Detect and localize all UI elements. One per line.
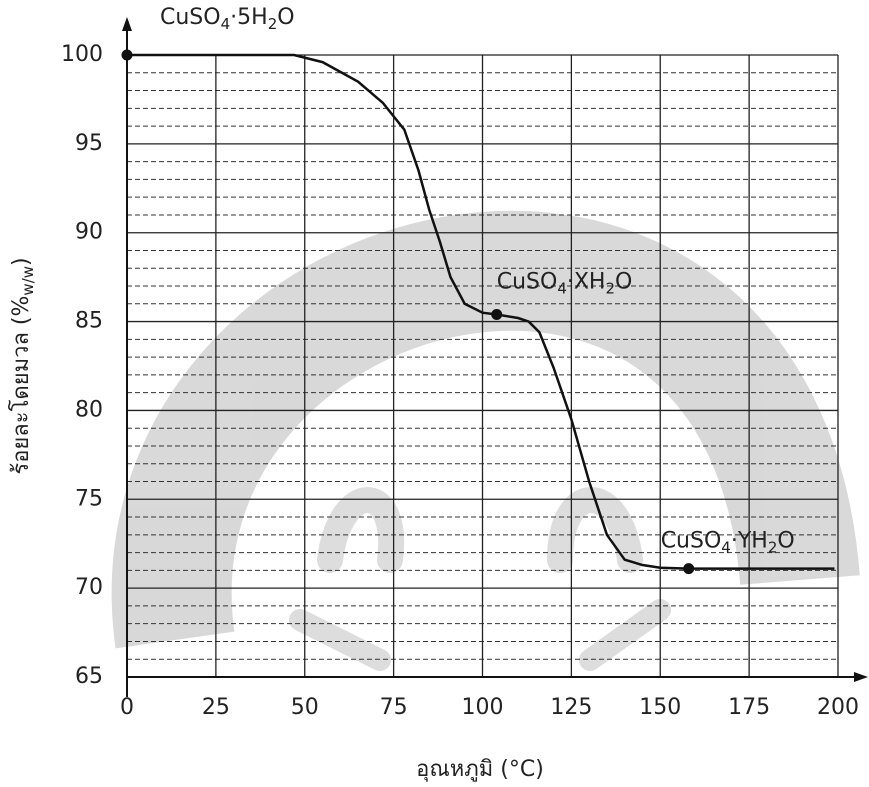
subscript: 2 — [268, 15, 278, 33]
x-tick-label: 75 — [380, 695, 408, 720]
point — [122, 50, 133, 61]
x-tick-label: 50 — [291, 695, 319, 720]
y-axis-arrow — [122, 17, 132, 31]
x-tick-label: 0 — [120, 695, 134, 720]
x-tick-label: 200 — [817, 695, 859, 720]
y-tick-label: 100 — [61, 42, 103, 67]
point — [683, 563, 694, 574]
annotation: CuSO4·5H2O — [160, 5, 295, 33]
x-tick-label: 175 — [728, 695, 770, 720]
y-tick-label: 80 — [75, 397, 103, 422]
text-part: O — [277, 5, 294, 30]
x-axis-label: อุณหภูมิ (°C) — [416, 757, 544, 782]
subscript: 2 — [605, 279, 615, 297]
y-tick-label: 85 — [75, 309, 103, 334]
text-part: O — [777, 529, 794, 554]
text-part: ·YH — [731, 529, 768, 554]
text-part: ·XH — [567, 269, 606, 294]
subscript: 4 — [721, 538, 731, 556]
watermark — [172, 271, 800, 660]
text-part: CuSO — [661, 529, 722, 554]
text-part: CuSO — [160, 5, 221, 30]
chart: CuSO4·5H2OCuSO4·XH2OCuSO4·YH2O อุณหภูมิ … — [0, 0, 869, 787]
watermark-shape — [172, 271, 800, 640]
text-part: O — [615, 269, 632, 294]
x-tick-label: 100 — [462, 695, 504, 720]
x-tick-label: 25 — [202, 695, 230, 720]
watermark-shape — [300, 610, 660, 660]
text-part: ร้อยละโดยมวล (% — [8, 296, 34, 475]
text-part: CuSO — [497, 269, 558, 294]
y-tick-label: 90 — [75, 220, 103, 245]
x-axis-arrow — [854, 672, 868, 682]
watermark-shape — [330, 500, 630, 560]
text-part: ) — [9, 257, 34, 266]
y-tick-label: 75 — [75, 486, 103, 511]
subscript: 2 — [768, 538, 778, 556]
point — [491, 309, 502, 320]
subscript: 4 — [557, 279, 567, 297]
text-part: ·5H — [230, 5, 268, 30]
y-tick-label: 65 — [75, 664, 103, 689]
y-tick-label: 95 — [75, 131, 103, 156]
y-tick-label: 70 — [75, 575, 103, 600]
subscript: w/w — [19, 266, 37, 296]
x-tick-label: 125 — [550, 695, 592, 720]
y-axis-label: ร้อยละโดยมวล (%w/w) — [8, 257, 37, 474]
subscript: 4 — [221, 15, 231, 33]
x-tick-label: 150 — [639, 695, 681, 720]
